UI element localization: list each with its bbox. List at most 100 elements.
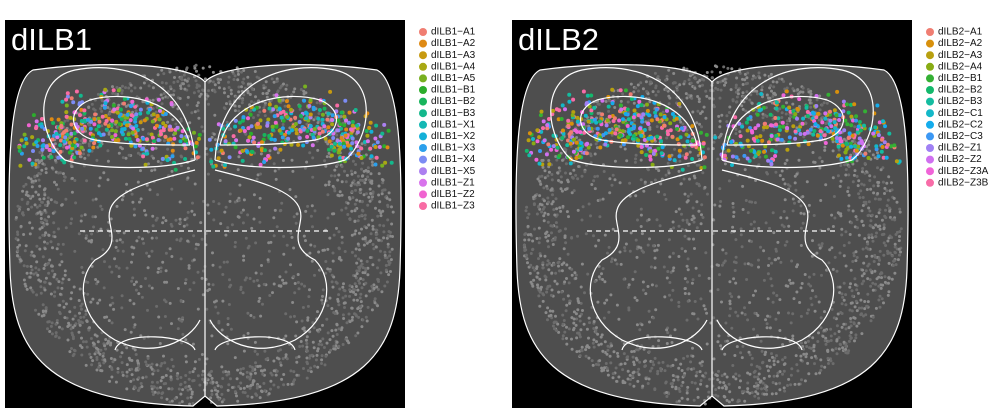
cell — [835, 347, 838, 350]
cell — [560, 291, 563, 294]
cell — [321, 337, 324, 340]
cell — [197, 374, 200, 377]
cell — [827, 357, 830, 360]
cell — [197, 137, 201, 141]
cell — [170, 388, 173, 391]
cell — [666, 270, 669, 273]
cell — [787, 183, 790, 186]
cell — [735, 101, 738, 104]
cell — [719, 71, 722, 74]
cell — [315, 358, 318, 361]
cell — [887, 294, 890, 297]
cell — [643, 348, 646, 351]
cell — [134, 86, 137, 89]
cell — [155, 147, 158, 150]
cell — [879, 198, 882, 201]
cell — [539, 183, 542, 186]
cell — [641, 232, 644, 235]
cell — [137, 376, 140, 379]
cell — [233, 104, 236, 107]
cell — [387, 205, 390, 208]
cell — [301, 345, 304, 348]
cell — [594, 187, 597, 190]
cell — [371, 219, 374, 222]
cell — [35, 293, 38, 296]
cell — [664, 382, 667, 385]
cell — [305, 342, 308, 345]
cell — [197, 109, 200, 112]
cell — [879, 250, 882, 253]
cell — [130, 368, 133, 371]
cell — [161, 261, 164, 264]
cell — [254, 95, 257, 98]
cell — [44, 289, 47, 292]
cell — [746, 387, 749, 390]
cell — [285, 353, 288, 356]
cell — [818, 156, 821, 159]
cell — [874, 224, 877, 227]
cell — [338, 288, 341, 291]
cell — [562, 298, 565, 301]
cell — [266, 154, 270, 158]
cell — [307, 295, 310, 298]
cell — [205, 308, 208, 311]
cell — [214, 83, 217, 86]
cell — [367, 224, 370, 227]
cell — [761, 85, 764, 88]
cell — [326, 304, 329, 307]
cell — [352, 288, 355, 291]
cell — [227, 95, 230, 98]
cell — [861, 274, 864, 277]
cell — [342, 313, 345, 316]
legend-label: dILB1−A4 — [431, 61, 476, 72]
cell — [259, 118, 263, 122]
cell — [785, 240, 788, 243]
cell — [92, 141, 96, 145]
cell — [758, 76, 761, 79]
cell — [190, 210, 193, 213]
cell — [369, 256, 372, 259]
cell — [603, 280, 606, 283]
cell — [376, 304, 379, 307]
cell — [284, 335, 287, 338]
cell — [333, 189, 336, 192]
cell — [800, 204, 803, 207]
cell — [601, 333, 604, 336]
cell — [768, 375, 771, 378]
cell — [342, 115, 346, 119]
cell — [127, 132, 131, 136]
cell — [807, 88, 810, 91]
cell — [177, 287, 180, 290]
cell — [771, 284, 774, 287]
cell — [837, 313, 840, 316]
cell — [79, 324, 82, 327]
cell — [151, 250, 154, 253]
cell — [818, 167, 821, 170]
cell — [293, 378, 296, 381]
cell — [690, 94, 693, 97]
cell — [817, 331, 820, 334]
cell — [388, 191, 391, 194]
cell — [662, 361, 665, 364]
cell — [108, 112, 111, 115]
cell — [79, 288, 82, 291]
cell — [772, 292, 775, 295]
cell — [674, 358, 677, 361]
cell — [257, 114, 260, 117]
cell — [536, 283, 539, 286]
cell — [354, 274, 357, 277]
cell — [555, 197, 558, 200]
cell — [870, 319, 873, 322]
cell — [34, 191, 37, 194]
cell — [212, 218, 215, 221]
cell — [746, 372, 749, 375]
cell — [69, 297, 72, 300]
cell — [80, 220, 83, 223]
cell — [139, 108, 143, 112]
cell — [777, 257, 780, 260]
cell — [299, 114, 303, 118]
cell — [697, 396, 700, 399]
cell — [192, 234, 195, 237]
cell — [675, 210, 678, 213]
cell — [150, 169, 153, 172]
